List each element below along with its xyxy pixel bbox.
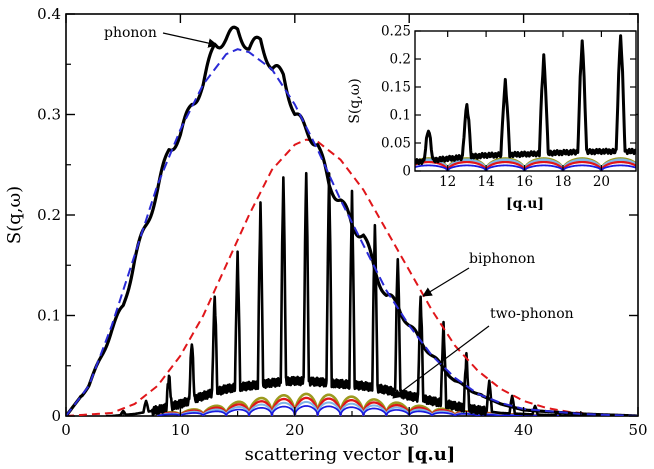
main-xtick-label: 0 [61,421,71,439]
main-xlabel-prefix: scattering vector [245,444,407,465]
main-xtick-label: 50 [628,421,647,439]
annotation-two-phonon-arrow [392,325,490,399]
inset-ytick-label: 0.2 [390,52,411,68]
inset-ytick-label: 0.15 [381,80,411,96]
annotation-biphonon: biphonon [469,251,535,267]
inset-xtick-label: 18 [554,174,571,190]
main-ytick-label: 0.4 [37,5,61,23]
main-xtick-label: 20 [285,421,304,439]
main-ytick-label: 0 [51,407,61,425]
inset-ylabel-text: S(q,ω) [347,78,363,123]
inset-ytick-label: 0.05 [381,136,411,152]
inset-biphonon-line [415,34,636,166]
two-phonon-envelope-line [66,138,638,416]
inset-plot-frame [414,30,637,172]
main-ylabel-text: S(q,ω) [4,186,25,244]
main-ytick-label: 0.3 [37,106,61,124]
inset-ytick-label: 0.25 [381,24,411,40]
inset-ytick-label: 0.1 [390,108,411,124]
annotation-phonon: phonon [104,25,157,41]
inset-xtick-label: 12 [439,174,456,190]
main-xtick-label: 30 [400,421,419,439]
inset-xtick-label: 16 [516,174,533,190]
main-xlabel: scattering vector [q.u] [245,444,456,465]
main-xlabel-unit: [q.u] [406,444,455,465]
annotation-biphonon-arrow [422,267,470,297]
inset-background [415,31,636,171]
phonon-envelope-line [66,48,638,416]
annotation-two-phonon: two-phonon [490,306,574,322]
main-ylabel: S(q,ω) [4,186,25,244]
main-xtick-label: 40 [514,421,533,439]
inset-xtick-label: 14 [478,174,495,190]
main-xtick-label: 10 [171,421,190,439]
inset-ytick-label: 0 [402,164,411,180]
main-ytick-label: 0.1 [37,307,61,325]
inset-xtick-label: 20 [593,174,610,190]
main-ytick-label: 0.2 [37,206,61,224]
inset-ylabel: S(q,ω) [347,78,363,123]
annotation-phonon-arrow [162,32,218,48]
biphonon-peaks-line [105,171,605,416]
inset-xlabel: [q.u] [506,196,544,212]
